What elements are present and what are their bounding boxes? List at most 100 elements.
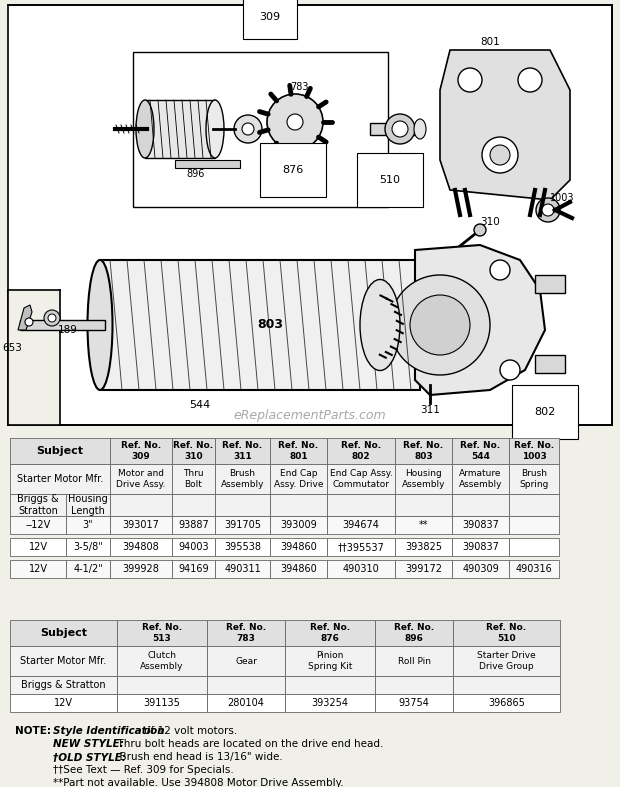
Bar (452, 438, 509, 464)
Text: Thru bolt heads are located on the drive end head.: Thru bolt heads are located on the drive… (111, 739, 383, 749)
Text: 544: 544 (189, 400, 211, 410)
Text: Pinion
Spring Kit: Pinion Spring Kit (308, 652, 352, 671)
Bar (453, 676, 560, 694)
Text: 94169: 94169 (178, 564, 209, 574)
Bar (172, 494, 215, 516)
Bar (66, 494, 110, 516)
Polygon shape (415, 245, 545, 395)
Bar (117, 646, 207, 676)
Text: ††See Text — Ref. 309 for Specials.: ††See Text — Ref. 309 for Specials. (53, 765, 234, 775)
Text: Roll Pin: Roll Pin (397, 656, 430, 666)
Text: 390837: 390837 (462, 520, 499, 530)
Text: 490309: 490309 (462, 564, 499, 574)
Bar (535, 275, 565, 293)
Bar (10, 646, 117, 676)
Text: Ref. No.
1003: Ref. No. 1003 (514, 442, 554, 460)
Text: 396865: 396865 (488, 698, 525, 708)
Text: 394860: 394860 (280, 542, 317, 552)
Text: 876: 876 (282, 165, 304, 175)
Text: of 12 volt motors.: of 12 volt motors. (141, 726, 237, 736)
Text: Housing
Assembly: Housing Assembly (402, 469, 445, 489)
Bar (20, 320, 105, 330)
Bar (172, 516, 215, 534)
Bar (100, 260, 420, 390)
Text: 653: 653 (2, 343, 22, 353)
Bar (395, 438, 452, 464)
Text: Starter Motor Mfr.: Starter Motor Mfr. (20, 656, 107, 666)
Text: **Part not available. Use 394808 Motor Drive Assembly.: **Part not available. Use 394808 Motor D… (53, 778, 343, 787)
Text: Brush end head is 13/16" wide.: Brush end head is 13/16" wide. (113, 752, 283, 762)
Text: ††395537: ††395537 (337, 542, 384, 552)
Text: **: ** (418, 520, 428, 530)
Bar (215, 438, 270, 464)
Bar (215, 538, 270, 556)
Text: 310: 310 (480, 217, 500, 227)
Ellipse shape (206, 100, 224, 158)
Text: Ref. No.
513: Ref. No. 513 (142, 623, 182, 643)
Text: 783: 783 (290, 82, 308, 92)
Bar (395, 538, 452, 556)
Text: 399172: 399172 (405, 564, 442, 574)
Circle shape (518, 68, 542, 92)
Text: Armature
Assembly: Armature Assembly (459, 469, 502, 489)
Text: 1003: 1003 (550, 193, 575, 203)
Text: eReplacementParts.com: eReplacementParts.com (234, 408, 386, 422)
Text: Ref. No.
803: Ref. No. 803 (404, 442, 443, 460)
Bar (10, 694, 117, 712)
Bar (10, 516, 66, 534)
Bar (145, 100, 215, 158)
Text: 510: 510 (379, 175, 401, 185)
Bar (10, 676, 117, 694)
Bar (172, 538, 215, 556)
Circle shape (287, 114, 303, 130)
Text: 391135: 391135 (144, 698, 180, 708)
Circle shape (267, 94, 323, 150)
Bar (175, 160, 240, 168)
Circle shape (242, 123, 254, 135)
Text: Ref. No.
801: Ref. No. 801 (278, 442, 319, 460)
Text: †OLD STYLE:: †OLD STYLE: (53, 752, 126, 762)
Text: End Cap Assy.
Commutator: End Cap Assy. Commutator (330, 469, 392, 489)
Bar (395, 494, 452, 516)
Bar (452, 464, 509, 494)
Bar (172, 560, 215, 578)
Text: 803: 803 (257, 319, 283, 331)
Bar (452, 538, 509, 556)
Polygon shape (18, 305, 32, 330)
Text: Brush
Spring: Brush Spring (520, 469, 549, 489)
Bar (66, 516, 110, 534)
Bar (270, 516, 327, 534)
Bar (327, 494, 395, 516)
Text: 896: 896 (187, 169, 205, 179)
Text: Ref. No.
309: Ref. No. 309 (121, 442, 161, 460)
Text: Starter Drive
Drive Group: Starter Drive Drive Group (477, 652, 536, 671)
Text: NEW STYLE:: NEW STYLE: (53, 739, 124, 749)
Circle shape (536, 198, 560, 222)
Bar (285, 620, 375, 646)
Circle shape (410, 295, 470, 355)
Text: Subject: Subject (40, 628, 87, 638)
Bar (66, 538, 110, 556)
Bar (327, 516, 395, 534)
Ellipse shape (385, 114, 415, 144)
Text: Ref. No.
783: Ref. No. 783 (226, 623, 266, 643)
Circle shape (542, 204, 554, 216)
Bar (270, 494, 327, 516)
Bar (10, 438, 110, 464)
Bar (395, 516, 452, 534)
Text: Brush
Assembly: Brush Assembly (221, 469, 264, 489)
Text: 3-5/8": 3-5/8" (73, 542, 103, 552)
Circle shape (500, 360, 520, 380)
Bar (509, 464, 559, 494)
Ellipse shape (414, 119, 426, 139)
Text: End Cap
Assy. Drive: End Cap Assy. Drive (274, 469, 323, 489)
Bar (10, 620, 117, 646)
Bar (453, 620, 560, 646)
Bar (207, 694, 285, 712)
Circle shape (490, 260, 510, 280)
Bar (117, 620, 207, 646)
Text: Style Identification: Style Identification (53, 726, 165, 736)
Circle shape (234, 115, 262, 143)
Polygon shape (8, 290, 60, 425)
Text: Ref. No.
311: Ref. No. 311 (223, 442, 262, 460)
